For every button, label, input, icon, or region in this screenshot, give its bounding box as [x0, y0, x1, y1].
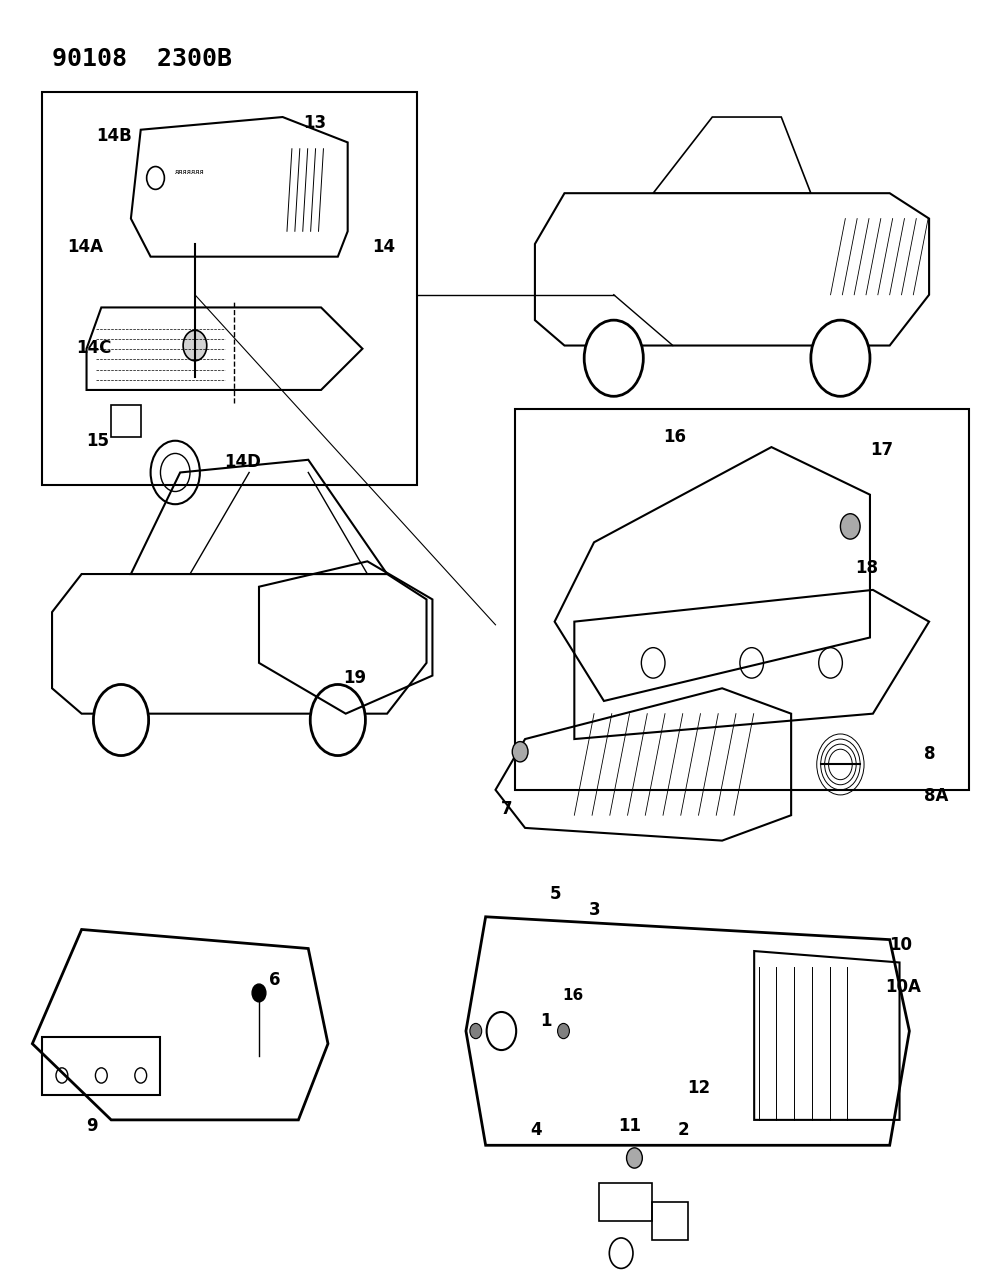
Circle shape	[470, 1024, 482, 1039]
Text: 1: 1	[540, 1012, 551, 1030]
Text: 11: 11	[618, 1117, 642, 1135]
Text: 10A: 10A	[885, 978, 921, 996]
Text: 16: 16	[663, 428, 686, 446]
Text: 3: 3	[589, 901, 601, 919]
Circle shape	[252, 984, 266, 1002]
Text: 9: 9	[86, 1117, 98, 1135]
Text: ᴙᴙᴙᴙᴙᴙᴙ: ᴙᴙᴙᴙᴙᴙᴙ	[175, 170, 205, 175]
Circle shape	[310, 685, 366, 756]
Text: 18: 18	[855, 558, 878, 576]
Text: 14B: 14B	[96, 128, 132, 145]
Circle shape	[840, 514, 860, 539]
Circle shape	[584, 320, 643, 397]
Text: 14: 14	[373, 237, 395, 255]
Text: 7: 7	[500, 799, 512, 817]
Text: 4: 4	[530, 1121, 542, 1139]
Text: 8A: 8A	[925, 787, 948, 806]
Circle shape	[558, 1024, 570, 1039]
Text: 10: 10	[890, 936, 913, 954]
Circle shape	[93, 685, 149, 756]
Text: 19: 19	[343, 669, 366, 687]
Text: 14D: 14D	[225, 454, 262, 472]
Circle shape	[811, 320, 870, 397]
Text: 8: 8	[925, 746, 936, 764]
Text: 12: 12	[688, 1079, 711, 1098]
Text: 17: 17	[870, 441, 893, 459]
Text: 13: 13	[303, 115, 326, 133]
Circle shape	[183, 330, 207, 361]
Text: 2: 2	[678, 1121, 690, 1139]
Text: 16: 16	[563, 988, 584, 1003]
Text: 90108  2300B: 90108 2300B	[53, 47, 232, 71]
Text: 5: 5	[550, 885, 561, 903]
Bar	[515, 409, 968, 789]
Circle shape	[512, 742, 528, 762]
Text: 6: 6	[269, 972, 280, 989]
Circle shape	[626, 1148, 642, 1168]
Text: 14C: 14C	[76, 339, 112, 357]
Text: 15: 15	[86, 432, 110, 450]
Bar	[43, 92, 416, 486]
Text: 14A: 14A	[66, 237, 103, 255]
